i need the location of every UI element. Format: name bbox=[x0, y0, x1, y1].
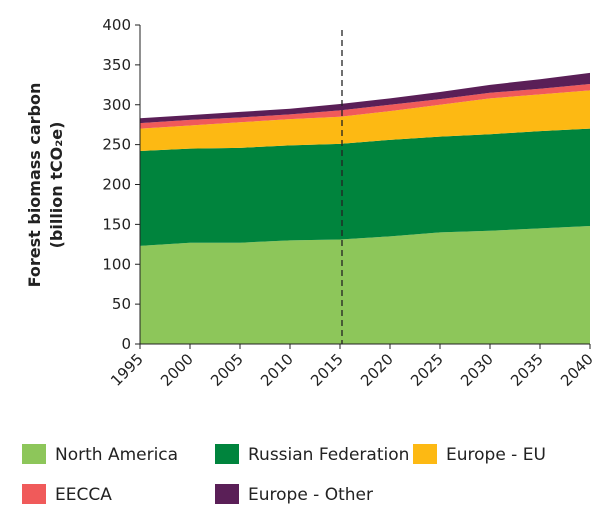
legend-label: Europe - Other bbox=[248, 485, 373, 505]
legend-label: Russian Federation bbox=[248, 445, 409, 465]
x-tick-label: 2035 bbox=[507, 350, 547, 390]
x-tick-label: 1995 bbox=[107, 350, 147, 390]
y-axis-label: (billion tCO₂e) bbox=[47, 122, 66, 249]
y-tick-label: 300 bbox=[102, 96, 131, 114]
y-tick-label: 350 bbox=[102, 56, 131, 74]
y-tick-label: 400 bbox=[102, 16, 131, 34]
legend-swatch bbox=[215, 444, 239, 464]
x-tick-label: 2040 bbox=[557, 350, 593, 390]
y-tick-label: 100 bbox=[102, 255, 131, 273]
area bbox=[140, 72, 590, 124]
area bbox=[140, 225, 590, 344]
x-tick-label: 2010 bbox=[257, 350, 297, 390]
x-tick-label: 2025 bbox=[407, 350, 447, 390]
x-tick-label: 2005 bbox=[207, 350, 247, 390]
area bbox=[140, 84, 590, 129]
y-tick-label: 150 bbox=[102, 215, 131, 233]
x-tick-label: 2030 bbox=[457, 350, 497, 390]
y-axis-label: Forest biomass carbon bbox=[25, 83, 44, 288]
x-tick-label: 2020 bbox=[357, 350, 397, 390]
legend-label: North America bbox=[55, 445, 178, 465]
y-tick-label: 0 bbox=[121, 335, 131, 353]
legend-label: Europe - EU bbox=[446, 445, 546, 465]
legend-swatch bbox=[215, 484, 239, 504]
area bbox=[140, 128, 590, 246]
legend-swatch bbox=[22, 484, 46, 504]
legend-label: EECCA bbox=[55, 485, 112, 505]
y-tick-label: 250 bbox=[102, 136, 131, 154]
legend-swatch bbox=[413, 444, 437, 464]
x-tick-label: 2000 bbox=[157, 350, 197, 390]
y-tick-label: 200 bbox=[102, 176, 131, 194]
x-tick-label: 2015 bbox=[307, 350, 347, 390]
legend-swatch bbox=[22, 444, 46, 464]
area bbox=[140, 90, 590, 152]
y-tick-label: 50 bbox=[112, 295, 131, 313]
